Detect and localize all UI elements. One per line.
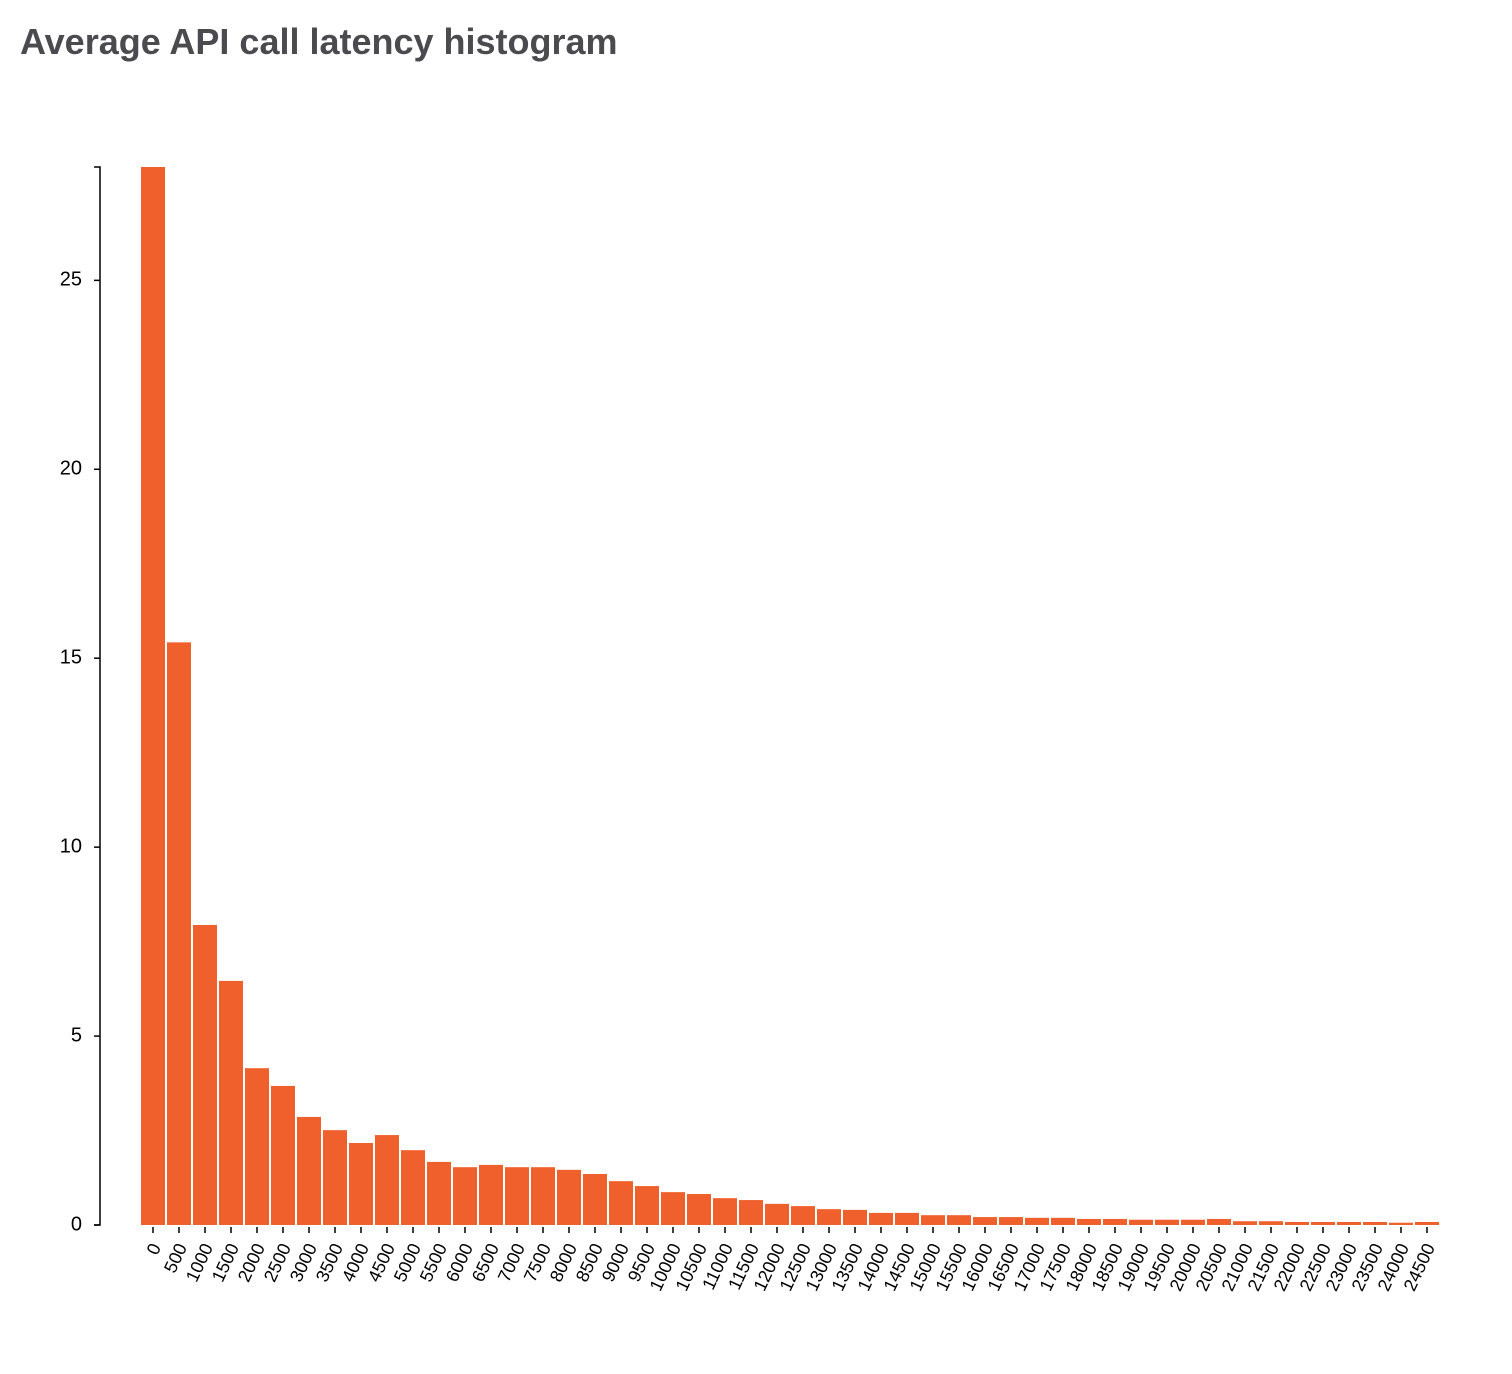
bar (1181, 1219, 1205, 1225)
bar (141, 167, 165, 1225)
bar (1311, 1221, 1335, 1225)
bar (895, 1212, 919, 1225)
bar (791, 1206, 815, 1225)
bar (531, 1167, 555, 1225)
bar (1103, 1218, 1127, 1225)
bar (427, 1161, 451, 1225)
bar (947, 1215, 971, 1225)
bar (1233, 1221, 1257, 1225)
bar (297, 1116, 321, 1225)
y-tick-label: 20 (60, 458, 82, 480)
bar (817, 1209, 841, 1225)
bar (609, 1181, 633, 1225)
bar (635, 1186, 659, 1225)
bar (921, 1215, 945, 1225)
bar (401, 1150, 425, 1225)
chart-title: Average API call latency histogram (20, 21, 618, 62)
bar (999, 1217, 1023, 1225)
bar (765, 1203, 789, 1225)
bar (973, 1217, 997, 1225)
bar (453, 1167, 477, 1225)
bar (167, 642, 191, 1225)
y-tick-label: 10 (60, 835, 82, 857)
bar (1389, 1222, 1413, 1225)
bar (1415, 1221, 1439, 1225)
bar (323, 1130, 347, 1225)
bar (687, 1194, 711, 1225)
bar (219, 980, 243, 1225)
bar (505, 1167, 529, 1225)
bar (713, 1198, 737, 1225)
x-tick-label: 0 (143, 1240, 165, 1258)
bar (739, 1200, 763, 1225)
bar (843, 1209, 867, 1225)
bar (583, 1173, 607, 1225)
bar (1051, 1217, 1075, 1225)
bar (869, 1212, 893, 1225)
bar (1285, 1221, 1309, 1225)
bar (1207, 1218, 1231, 1225)
bar (1259, 1221, 1283, 1225)
y-tick-label: 0 (71, 1213, 82, 1235)
y-axis (94, 166, 101, 1226)
bar (1337, 1221, 1361, 1225)
bar (1129, 1219, 1153, 1225)
bar (557, 1169, 581, 1225)
y-tick-label: 5 (71, 1024, 82, 1046)
y-tick-label: 25 (60, 269, 82, 291)
bar (271, 1085, 295, 1225)
bar (661, 1192, 685, 1225)
bar (193, 924, 217, 1225)
bar (349, 1143, 373, 1225)
bar (245, 1068, 269, 1225)
bar (1077, 1218, 1101, 1225)
bar (1363, 1221, 1387, 1225)
bar (1155, 1219, 1179, 1225)
bar (1025, 1217, 1049, 1225)
y-tick-label: 15 (60, 646, 82, 668)
bar (479, 1164, 503, 1225)
bar (375, 1135, 399, 1225)
